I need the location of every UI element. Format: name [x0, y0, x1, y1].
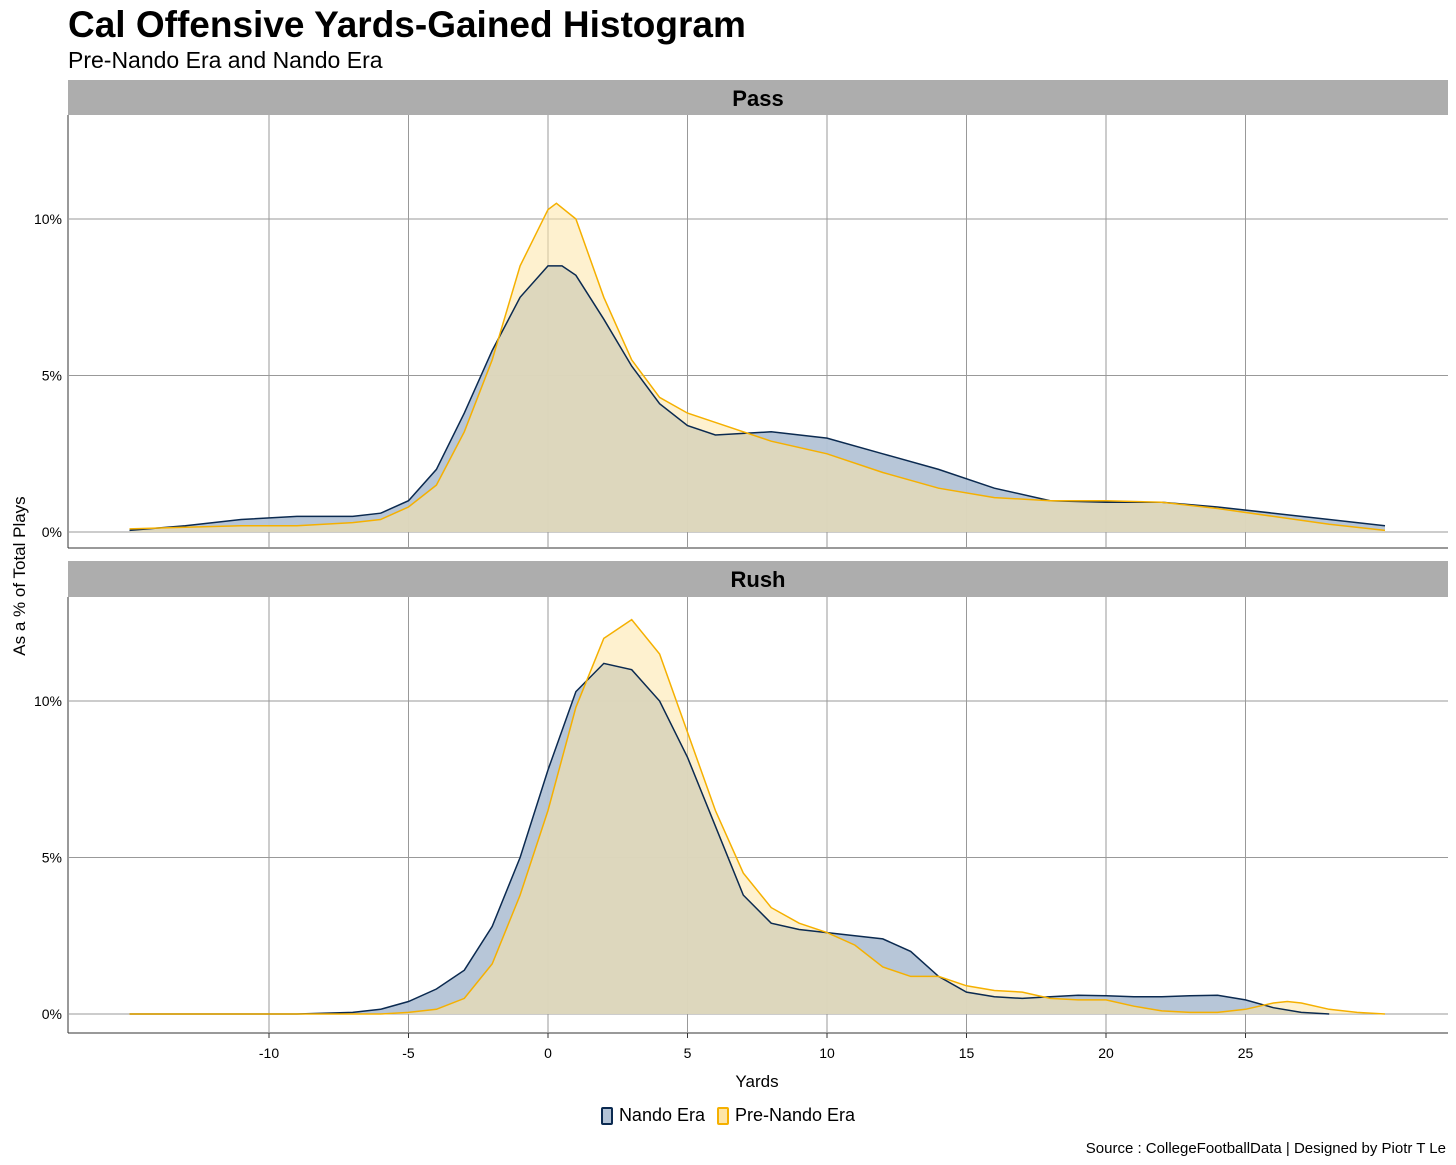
source-credit: Source : CollegeFootballData | Designed … — [1085, 1140, 1446, 1157]
y-tick-label: 5% — [42, 850, 62, 866]
line-nando-era — [129, 662, 1330, 1015]
x-tick-label: -5 — [402, 1045, 415, 1061]
legend-swatch-pre-nando — [717, 1106, 729, 1125]
facet-label: Pass — [732, 86, 783, 111]
legend-swatch-nando — [600, 1106, 613, 1125]
x-axis-label: Yards — [735, 1072, 778, 1091]
area-nando-era — [129, 265, 1385, 532]
line-nando-era — [129, 265, 1386, 532]
y-axis-label: As a % of Total Plays — [10, 496, 29, 655]
y-tick-label: 0% — [42, 524, 62, 540]
panel-rush: Rush 0% 5% 10% -10 -5 0 5 10 15 20 25 — [34, 561, 1448, 1061]
x-tick-label: 20 — [1098, 1045, 1114, 1061]
x-tick-label: 15 — [959, 1045, 975, 1061]
x-tick-label: 5 — [684, 1045, 692, 1061]
facet-strip — [68, 80, 1448, 115]
legend: Nando Era Pre-Nando Era — [0, 1105, 1456, 1126]
area-pre-nando-era — [129, 619, 1385, 1014]
panel-pass: Pass 0% 5% 10% — [34, 80, 1448, 549]
legend-item-pre-nando: Pre-Nando Era — [717, 1105, 855, 1126]
density-chart: Pass 0% 5% 10% Rush 0% 5% 10% -10 -5 0 5 10 15 20 25 As… — [10, 80, 1448, 1091]
x-tick-label: 25 — [1238, 1045, 1254, 1061]
legend-label-nando: Nando Era — [618, 1105, 705, 1125]
chart-title: Cal Offensive Yards-Gained Histogram — [68, 4, 746, 45]
legend-label-pre-nando: Pre-Nando Era — [735, 1105, 856, 1125]
line-pre-nando-era — [129, 202, 1386, 532]
facet-strip — [68, 561, 1448, 597]
facet-label: Rush — [731, 567, 786, 592]
y-tick-label: 10% — [34, 211, 62, 227]
y-tick-label: 0% — [42, 1006, 62, 1022]
x-tick-label: -10 — [259, 1045, 279, 1061]
y-tick-label: 5% — [42, 368, 62, 384]
x-tick-label: 10 — [819, 1045, 835, 1061]
line-pre-nando-era — [129, 618, 1386, 1015]
y-tick-label: 10% — [34, 693, 62, 709]
area-pre-nando-era — [129, 203, 1385, 533]
legend-item-nando: Nando Era — [600, 1105, 705, 1126]
x-tick-label: 0 — [544, 1045, 552, 1061]
chart-subtitle: Pre-Nando Era and Nando Era — [68, 47, 383, 73]
